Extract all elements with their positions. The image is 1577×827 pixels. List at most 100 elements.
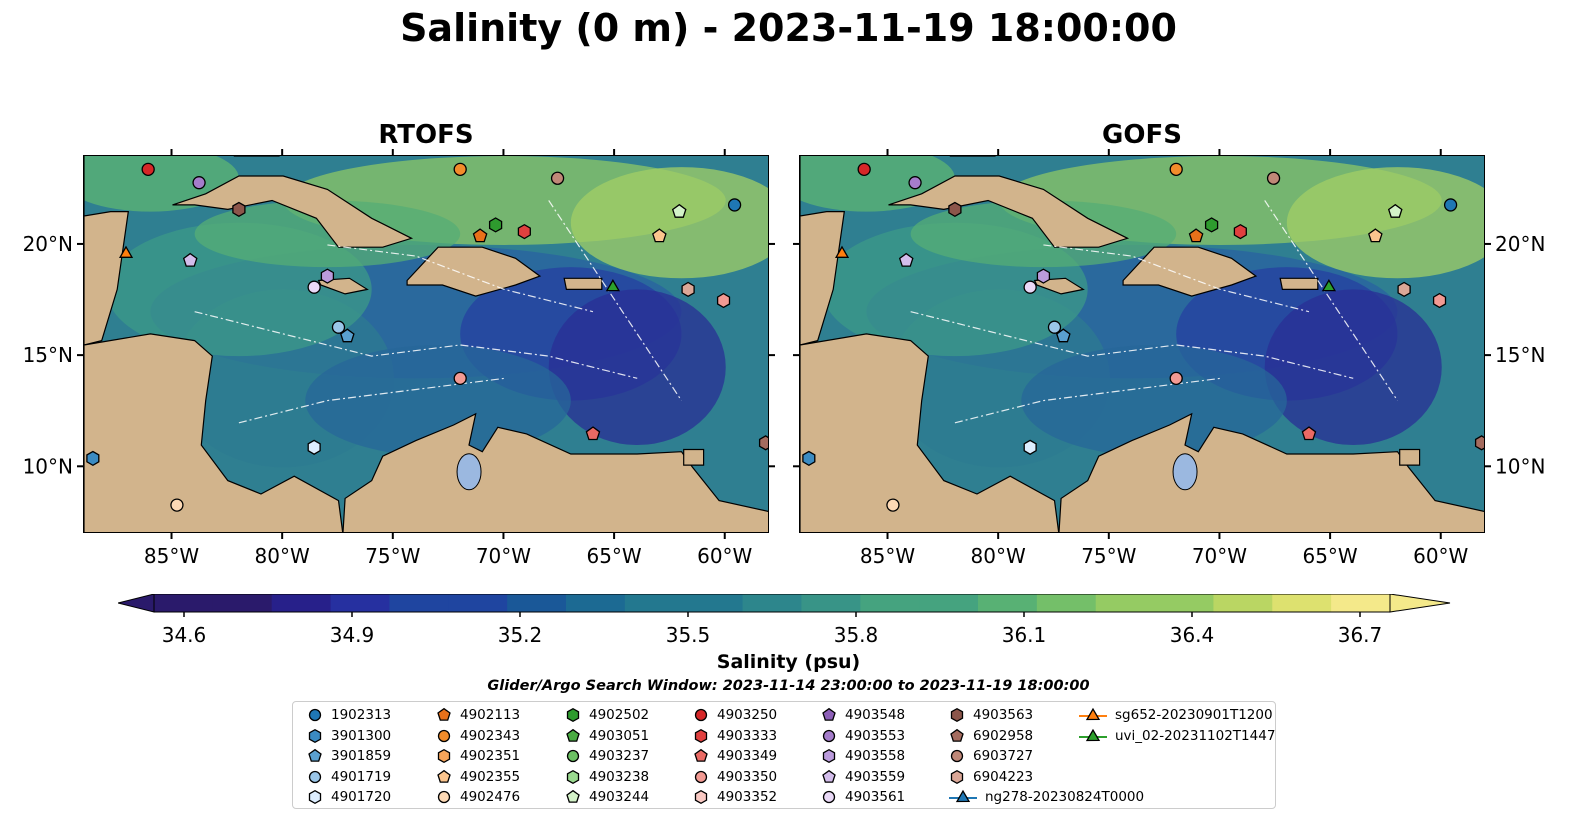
rtofs-map[interactable] [83,155,769,533]
lon-tick-label: 65°W [1302,544,1357,568]
colorbar-segment [271,594,332,612]
colorbar-segment [860,594,920,612]
gofs-land-puerto-rico [1279,277,1319,290]
legend-label: 4903548 [845,707,906,723]
legend-label: 4903350 [717,768,778,785]
legend-marker [566,749,580,763]
legend-marker [694,770,708,783]
rtofs-observation-marker [681,281,695,298]
gofs-panel-title: GOFS [1102,120,1182,150]
colorbar-tick-label: 36.4 [1170,623,1215,647]
legend-label: 4902351 [460,748,521,764]
colorbar-canvas: 34.6 34.9 35.2 35.5 35.8 36.1 36.4 36.7 [117,593,1451,647]
legend-entry: 4901720 [307,787,391,807]
rtofs-salinity-field [570,167,768,279]
gofs-observation-marker [1321,279,1337,292]
lon-tick-label: 70°W [476,544,531,568]
colorbar-segment [978,594,1038,612]
legend-label: 4903238 [589,768,650,785]
rtofs-observation-marker [453,162,467,176]
legend-entry: 4903237 [565,746,649,766]
gofs-land-trinidad [1399,448,1421,466]
legend-marker [822,790,836,804]
gofs-salinity-field [1286,167,1484,279]
colorbar-segment [566,594,626,612]
legend-label: 4903563 [973,707,1034,723]
legend-marker [308,770,322,783]
legend-label: 4902355 [460,768,521,785]
gofs-observation-marker [834,245,850,258]
legend-label: 4903561 [845,789,906,805]
gofs-observation-marker [1443,198,1458,212]
legend-marker [694,748,708,762]
gofs-eez-boundary [1043,244,1310,313]
rtofs-observation-marker [118,245,134,258]
colorbar-segment [330,594,390,612]
legend-marker [822,707,836,721]
colorbar-segment [1095,594,1156,612]
rtofs-observation-marker [472,228,488,243]
legend-entry: 6902958 [949,726,1033,746]
rtofs-land-trinidad [683,448,705,466]
legend-label: 4903244 [589,789,650,805]
rtofs-observation-marker [86,450,100,467]
legend-entry: uvi_02-20231102T1447 [1079,726,1275,746]
legend-marker [437,790,451,804]
legend-label: 6904223 [973,768,1034,785]
colorbar-label: Salinity (psu) [716,651,861,673]
colorbar-tick-label: 35.8 [834,623,879,647]
legend-marker [950,749,964,763]
legend-label: 3901859 [331,748,392,764]
rtofs-observation-marker [727,198,742,212]
lon-tick-label: 65°W [586,544,641,568]
legend-entry: 4902351 [436,746,520,766]
legend-marker-icon [308,748,322,762]
rtofs-land-south-america [342,412,768,532]
legend-label: 4903559 [845,768,906,785]
legend-entry: 4903352 [693,787,777,807]
legend-entry: 4903553 [821,726,905,746]
legend-label: 4903352 [717,789,778,805]
lat-tick-label: 20°N [23,232,73,256]
colorbar-tick-label: 35.5 [666,623,711,647]
gofs-observation-marker [908,176,922,190]
colorbar-segment [624,594,685,612]
legend-entry: 1902313 [307,705,391,725]
search-window-text: Glider/Argo Search Window: 2023-11-14 23… [487,678,1090,694]
gofs-observation-marker [1023,439,1037,455]
legend-marker [308,728,322,743]
legend-entry: 4903558 [821,746,905,766]
rtofs-observation-marker [716,292,731,309]
rtofs-lake-maracaibo [456,453,482,491]
legend-marker-icon [1079,707,1107,721]
legend-marker-icon [950,707,964,723]
lon-tick-label: 75°W [1081,544,1136,568]
rtofs-observation-marker [758,435,768,451]
gofs-map[interactable] [799,155,1485,533]
gofs-observation-marker [1023,280,1037,294]
rtofs-observation-marker [652,228,667,243]
colorbar-tick-label: 36.7 [1338,623,1383,647]
rtofs-salinity-field [548,289,726,446]
rtofs-land-hispaniola [406,246,542,297]
rtofs-land-puerto-rico [563,277,603,290]
lat-tick-label: 20°N [1495,232,1545,256]
legend-entry: 4903349 [693,746,777,766]
legend-marker [566,789,580,803]
legend-label: 1902313 [331,707,392,723]
gofs-observation-marker [1266,171,1281,185]
colorbar-segment [1331,594,1391,612]
legend-marker-icon [822,748,836,764]
rtofs-observation-marker [550,171,565,185]
legend-marker-icon [308,770,322,783]
legend-label: 4901719 [331,768,392,785]
rtofs-land-jamaica [317,277,369,295]
gofs-land-south-america [1058,412,1484,532]
legend-entry: 4903244 [565,787,649,807]
rtofs-observation-marker [232,201,246,218]
legend-entry: 4903559 [821,767,905,787]
legend-marker-icon [694,708,708,722]
legend-entry: 6903727 [949,746,1033,766]
gofs-observation-marker [1036,268,1051,284]
gofs-observation-marker [1169,162,1183,176]
